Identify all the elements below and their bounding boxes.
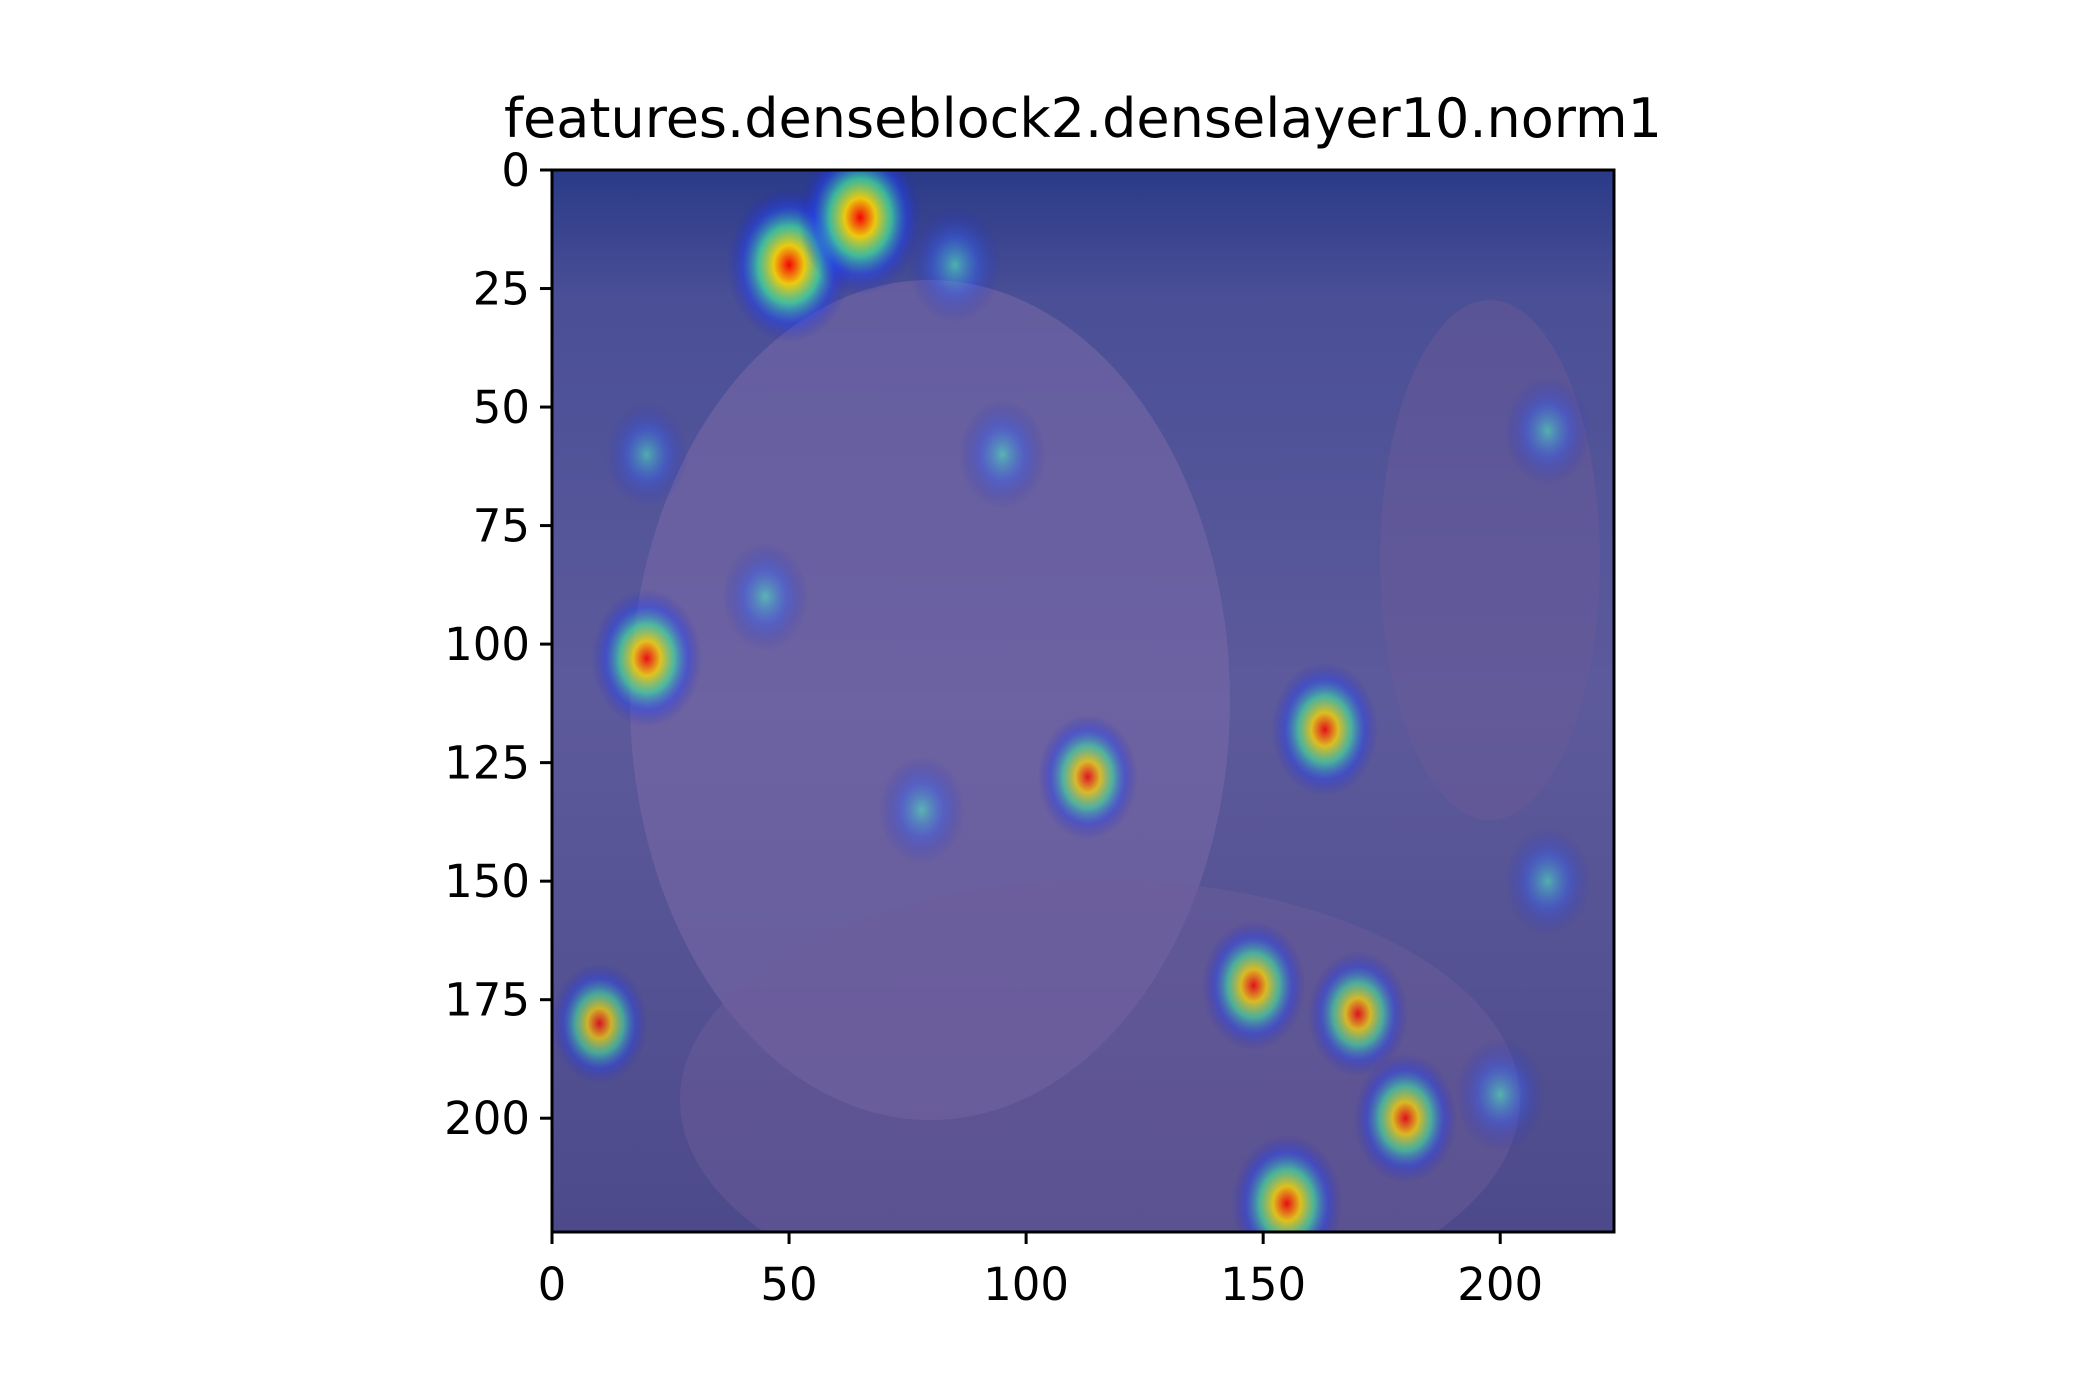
- hotspot-3: [1271, 662, 1379, 797]
- hotspot-12: [878, 755, 966, 865]
- y-tick-label: 200: [444, 1092, 530, 1145]
- hotspot-1: [798, 170, 923, 295]
- animal-paw-shape: [1380, 300, 1600, 820]
- y-axis: 0 25 50 75 100 125 150 175 200: [444, 144, 552, 1145]
- hotspot-4: [1231, 1134, 1343, 1232]
- plot-frame: [550, 168, 1616, 1234]
- x-tick-label: 50: [760, 1258, 817, 1311]
- plot-area: [552, 170, 1614, 1232]
- y-tick-label: 50: [473, 381, 530, 434]
- animal-head-shape: [630, 280, 1230, 1120]
- hotspot-13: [605, 402, 689, 507]
- hotspot-2: [591, 589, 703, 728]
- x-axis: 0 50 100 150 200: [538, 1232, 1543, 1311]
- y-tick-label: 0: [501, 144, 530, 197]
- x-tick-label: 200: [1457, 1258, 1543, 1311]
- hotspot-15: [1504, 376, 1591, 485]
- hotspot-14: [959, 400, 1046, 509]
- hotspot-5: [1353, 1053, 1458, 1183]
- chart-title: features.denseblock2.denselayer10.norm1: [504, 87, 1662, 150]
- hotspot-11: [722, 542, 809, 651]
- y-tick-label: 150: [444, 855, 530, 908]
- x-tick-label: 150: [1220, 1258, 1306, 1311]
- y-tick-label: 25: [473, 263, 530, 316]
- x-tick-label: 100: [983, 1258, 1069, 1311]
- hotspot-8: [1307, 951, 1409, 1077]
- hotspot-10: [908, 206, 1002, 324]
- hotspot-6: [1201, 920, 1306, 1051]
- y-tick-label: 175: [444, 974, 530, 1027]
- y-tick-label: 100: [444, 618, 530, 671]
- hotspot-7: [1037, 714, 1138, 840]
- hotspot-17: [1455, 1038, 1546, 1151]
- y-tick-label: 125: [444, 737, 530, 790]
- heatmap-hotspots: [552, 170, 1591, 1232]
- y-tick-label: 75: [473, 500, 530, 553]
- x-tick-label: 0: [538, 1258, 567, 1311]
- hotspot-9: [552, 962, 648, 1084]
- hotspot-16: [1504, 827, 1591, 936]
